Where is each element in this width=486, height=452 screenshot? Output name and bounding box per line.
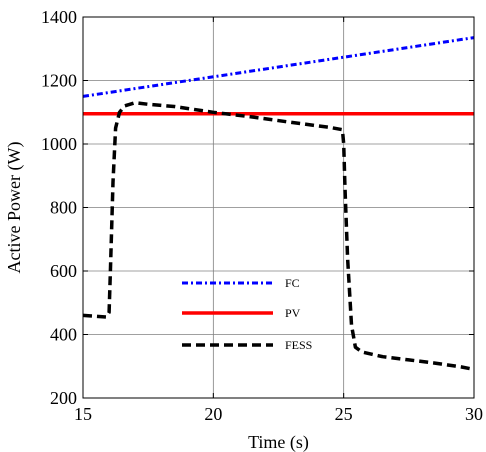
y-tick-label: 1200 <box>41 71 77 91</box>
y-tick-label: 1400 <box>41 7 77 27</box>
y-tick-label: 800 <box>50 198 77 218</box>
x-axis-title: Time (s) <box>248 432 309 452</box>
grid <box>83 17 474 398</box>
series-line-fess <box>82 100 475 372</box>
x-tick-label: 20 <box>204 404 222 424</box>
x-tick-label: 15 <box>74 404 92 424</box>
y-tick-label: 200 <box>50 388 77 408</box>
legend-label-fc: FC <box>285 276 300 290</box>
x-tick-label: 30 <box>465 404 483 424</box>
y-tick-label: 1000 <box>41 134 77 154</box>
legend-label-pv: PV <box>285 306 301 320</box>
y-tick-label: 600 <box>50 261 77 281</box>
y-tick-label: 400 <box>50 325 77 345</box>
series-line-fc <box>82 36 475 98</box>
legend: FC PV FESS <box>182 276 312 352</box>
legend-label-fess: FESS <box>285 338 312 352</box>
series-lines <box>82 36 475 372</box>
y-axis-title: Active Power (W) <box>4 142 25 274</box>
axis-ticks: 15 20 25 30 200 400 600 800 1000 1200 1400 <box>41 7 483 424</box>
x-tick-label: 25 <box>335 404 353 424</box>
